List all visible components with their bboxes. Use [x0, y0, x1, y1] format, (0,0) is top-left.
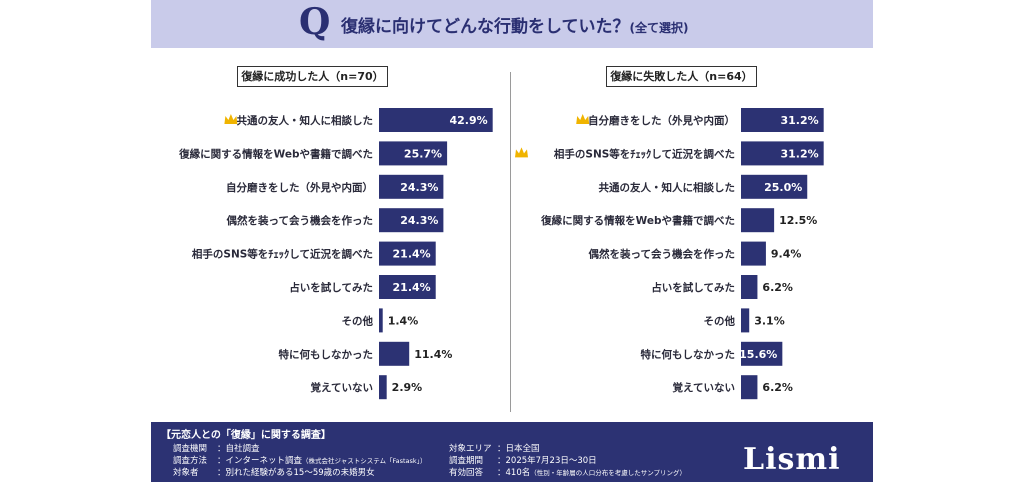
left-category-label: 相手のSNS等をﾁｪｯｸして近況を調べた — [192, 248, 373, 261]
footer-value: ：日本全国 — [497, 442, 540, 454]
crown-icon — [224, 114, 238, 124]
right-bar — [741, 108, 824, 132]
left-value-label: 11.4% — [414, 348, 452, 361]
left-value-label: 24.3% — [400, 181, 438, 194]
right-bar — [741, 375, 758, 400]
right-category-label: 特に何もしなかった — [641, 348, 736, 361]
left-category-label: 特に何もしなかった — [279, 348, 374, 361]
footer-key: 対象エリア — [449, 444, 492, 454]
right-value-label: 6.2% — [762, 281, 793, 294]
right-value-label: 25.0% — [764, 181, 802, 194]
left-bar — [379, 308, 383, 333]
footer-value: ：自社調査 — [217, 442, 260, 454]
footer-value-text: ：自社調査 — [217, 444, 260, 454]
page-title: 復縁に向けてどんな行動をしていた？(全て選択) — [341, 12, 688, 37]
right-category-label: その他 — [704, 314, 736, 327]
right-value-label: 15.6% — [739, 348, 777, 361]
footer-key: 調査機関 — [173, 444, 208, 454]
left-bar — [379, 208, 444, 233]
left-value-label: 24.3% — [400, 214, 438, 227]
crown-icon — [576, 114, 590, 124]
footer-value-text: ：2025年7月23日～30日 — [497, 456, 597, 466]
footer-value: ：別れた経験がある15～59歳の未婚男女 — [217, 466, 375, 478]
right-value-label: 6.2% — [762, 381, 793, 394]
right-bar — [741, 141, 824, 166]
right-bar — [741, 275, 758, 299]
footer-value-text: ：インターネット調査 — [217, 456, 303, 466]
footer-key: 調査方法 — [173, 456, 208, 466]
left-value-label: 42.9% — [450, 114, 488, 127]
right-value-label: 31.2% — [781, 147, 819, 160]
left-chart-title: 復縁に成功した人（n=70） — [237, 66, 388, 87]
footer-value-text: ：日本全国 — [497, 444, 540, 454]
left-category-label: 復縁に関する情報をWebや書籍で調べた — [178, 147, 373, 160]
footer-value: ：インターネット調査（株式会社ジャストシステム「Fastask」） — [217, 454, 426, 466]
right-bar — [741, 241, 766, 266]
left-value-label: 1.4% — [388, 314, 419, 327]
left-category-label: 自分磨きをした（外見や内面） — [226, 181, 373, 194]
right-category-label: 共通の友人・知人に相談した — [599, 181, 736, 194]
left-value-label: 25.7% — [404, 147, 442, 160]
footer-key: 有効回答 — [449, 468, 484, 478]
left-value-label: 2.9% — [392, 381, 423, 394]
right-bar — [741, 174, 808, 199]
right-category-label: 復縁に関する情報をWebや書籍で調べた — [540, 214, 735, 227]
footer-note: （性別・年齢層の人口分布を考慮したサンプリング） — [530, 469, 687, 477]
footer-value: ：410名（性別・年齢層の人口分布を考慮したサンプリング） — [497, 466, 686, 478]
right-value-label: 12.5% — [779, 214, 817, 227]
right-category-label: 占いを試してみた — [651, 281, 735, 294]
right-bar — [741, 341, 783, 366]
header-band: Q 復縁に向けてどんな行動をしていた？(全て選択) — [151, 0, 873, 48]
right-category-label: 偶然を装って会う機会を作った — [588, 248, 735, 261]
left-category-label: 偶然を装って会う機会を作った — [226, 214, 373, 227]
left-category-label: 覚えていない — [311, 381, 373, 394]
survey-footer: 【元恋人との「復縁」に関する調査】 調査機関 ：自社調査 調査方法 ：インターネット調… — [151, 422, 873, 482]
infographic-card: Q 復縁に向けてどんな行動をしていた？(全て選択) 復縁に成功した人（n=70）… — [151, 0, 873, 482]
left-bar — [379, 174, 444, 199]
left-bar — [379, 108, 493, 132]
title-note: (全て選択) — [629, 21, 689, 35]
title-text: 復縁に向けてどんな行動をしていた？ — [341, 17, 630, 37]
left-category-label: その他 — [342, 314, 374, 327]
q-mark: Q — [299, 1, 331, 43]
right-chart-title: 復縁に失敗した人（n=64） — [606, 66, 757, 87]
left-category-label: 共通の友人・知人に相談した — [237, 114, 374, 127]
footer-value-text: ：別れた経験がある15～59歳の未婚男女 — [217, 468, 375, 478]
left-bar — [379, 275, 436, 299]
brand-logo: Lismi — [743, 442, 841, 477]
right-bar — [741, 208, 775, 233]
left-bar — [379, 241, 436, 266]
left-bar — [379, 141, 448, 166]
bar-charts: 42.9% 共通の友人・知人に相談した 25.7% 復縁に関する情報をWebや書籍で調… — [178, 108, 824, 400]
left-value-label: 21.4% — [393, 281, 431, 294]
footer-key: 調査期間 — [449, 456, 484, 466]
right-value-label: 9.4% — [771, 248, 802, 261]
logo-text: Lismi — [743, 442, 841, 477]
footer-note: （株式会社ジャストシステム「Fastask」） — [302, 457, 427, 465]
right-category-label: 自分磨きをした（外見や内面） — [588, 114, 735, 127]
panel-divider — [510, 72, 511, 412]
footer-title: 【元恋人との「復縁」に関する調査】 — [161, 430, 331, 441]
left-value-label: 21.4% — [393, 248, 431, 261]
right-bar — [741, 308, 750, 333]
left-category-label: 占いを試してみた — [289, 281, 373, 294]
left-bar — [379, 375, 387, 400]
right-category-label: 覚えていない — [673, 381, 735, 394]
footer-key: 対象者 — [173, 468, 199, 478]
crown-icon — [515, 147, 528, 158]
right-category-label: 相手のSNS等をﾁｪｯｸして近況を調べた — [554, 147, 735, 160]
footer-value: ：2025年7月23日～30日 — [497, 454, 597, 466]
right-value-label: 3.1% — [754, 314, 785, 327]
footer-value-text: ：410名 — [497, 468, 531, 478]
right-value-label: 31.2% — [781, 114, 819, 127]
left-bar — [379, 341, 410, 366]
